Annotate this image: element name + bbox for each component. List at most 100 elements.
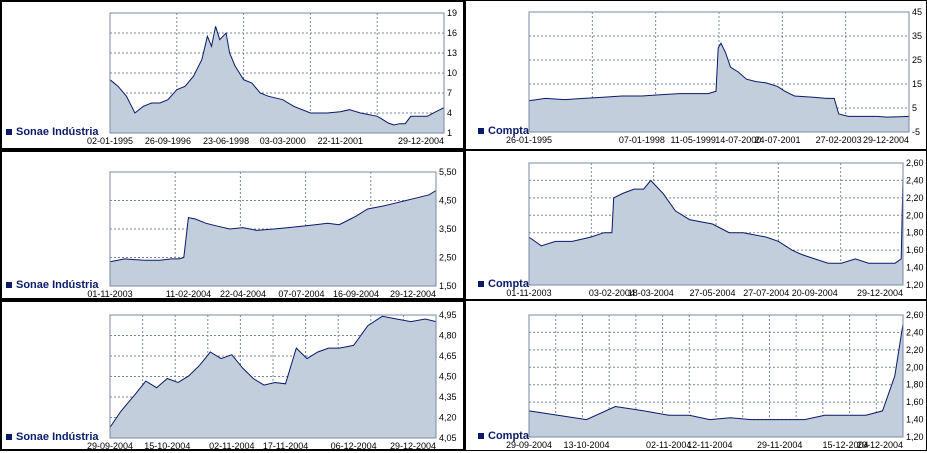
plot-border bbox=[528, 162, 904, 286]
y-tick-label: 4,65 bbox=[439, 351, 457, 361]
plot-border bbox=[109, 171, 437, 287]
y-tick-label: 25 bbox=[912, 55, 922, 65]
series-line bbox=[109, 315, 437, 428]
legend-marker bbox=[6, 434, 12, 440]
chart-panel-compta-1995-2004: 45 35 25 15 5 -5 26-01-1995 07-01-1998 11-05-199… bbox=[465, 0, 927, 150]
x-tick-label: 29-11-2004 bbox=[757, 440, 802, 450]
chart-panel-compta-2003-2004: 2,60 2,40 2,20 2,00 1,80 1,60 1,40 1,20 01-11-20… bbox=[465, 150, 927, 300]
x-tick-label: 02-01-1995 bbox=[87, 136, 133, 146]
x-tick-label: 07-01-1998 bbox=[619, 135, 665, 145]
x-tick-label: 29-12-2004 bbox=[390, 441, 436, 451]
y-tick-label: 1,40 bbox=[906, 263, 924, 273]
legend-label: Sonae Indústria bbox=[16, 126, 99, 138]
series-line bbox=[528, 176, 904, 264]
chart-panel-compta-2004-q4: 2,60 2,40 2,20 2,00 1,80 1,60 1,40 1,20 29-09-20… bbox=[465, 300, 927, 451]
legend: Compta bbox=[478, 430, 529, 442]
series-area bbox=[110, 190, 436, 286]
plot-border bbox=[528, 11, 910, 133]
x-tick-label: 15-10-2004 bbox=[144, 441, 190, 451]
series-area bbox=[529, 43, 909, 133]
y-tick-label: 3,50 bbox=[439, 224, 457, 234]
x-tick-label: 01-11-2003 bbox=[506, 288, 551, 298]
y-tick-label: 45 bbox=[912, 7, 922, 17]
chart-panel-sonae-1995-2004: 19 16 13 10 7 4 1 02-01-1995 26-09-1996 23-06-199… bbox=[0, 0, 465, 150]
legend-label: Sonae Indústria bbox=[16, 279, 99, 291]
x-tick-label: 11-05-1999 bbox=[670, 135, 715, 145]
series-area bbox=[529, 323, 903, 437]
y-tick-label: 2,40 bbox=[906, 327, 924, 337]
x-tick-label: 15-12-2004 bbox=[822, 440, 868, 450]
x-tick-label: 27-05-2004 bbox=[689, 288, 735, 298]
y-tick-label: 4,80 bbox=[439, 331, 457, 341]
x-tick-label: 14-07-2000 bbox=[715, 135, 761, 145]
series-line bbox=[109, 26, 445, 126]
chart-svg: 19 16 13 10 7 4 1 02-01-1995 26-09-1996 23-06-199… bbox=[87, 8, 457, 146]
series-area bbox=[110, 316, 436, 438]
y-tick-label: 13 bbox=[447, 48, 457, 58]
chart-svg: 5,50 4,50 3,50 2,50 1,50 01-11-2003 11-02-2004… bbox=[87, 167, 457, 299]
x-tick-label: 22-11-2001 bbox=[318, 136, 363, 146]
y-tick-label: 1,60 bbox=[906, 245, 924, 255]
x-tick-label: 22-04-2004 bbox=[220, 289, 266, 299]
x-tick-label: 26-09-1996 bbox=[145, 136, 191, 146]
y-tick-label: 4,50 bbox=[439, 196, 457, 206]
y-tick-label: 5,50 bbox=[439, 167, 457, 177]
y-tick-label: 4,20 bbox=[439, 413, 457, 423]
chart-panel-sonae-2003-2004: 5,50 4,50 3,50 2,50 1,50 01-11-2003 11-02-2004… bbox=[0, 150, 465, 300]
legend: Compta bbox=[478, 125, 529, 137]
y-tick-label: 1,60 bbox=[906, 397, 924, 407]
chart-svg: 4,95 4,80 4,65 4,50 4,35 4,20 4,05 29-09-2004 15… bbox=[87, 310, 457, 451]
legend-label: Compta bbox=[488, 125, 529, 137]
x-tick-label: 06-12-2004 bbox=[331, 441, 377, 451]
y-tick-label: 2,00 bbox=[906, 362, 924, 372]
y-tick-label: 4 bbox=[447, 108, 452, 118]
series-area bbox=[110, 26, 444, 133]
legend-marker bbox=[478, 281, 484, 287]
legend-marker bbox=[478, 433, 484, 439]
x-tick-label: 13-10-2004 bbox=[564, 440, 610, 450]
x-tick-label: 29-12-2004 bbox=[390, 289, 436, 299]
x-tick-label: 24-07-2001 bbox=[755, 135, 801, 145]
y-tick-label: 4,95 bbox=[439, 310, 457, 320]
x-tick-label: 29-12-2004 bbox=[863, 135, 909, 145]
y-tick-label: 1,80 bbox=[906, 228, 924, 238]
x-tick-label: 11-02-2004 bbox=[166, 289, 211, 299]
plot-border bbox=[109, 314, 437, 439]
y-tick-label: 5 bbox=[912, 103, 917, 113]
y-tick-label: 2,60 bbox=[906, 310, 924, 320]
x-tick-label: 26-01-1995 bbox=[506, 135, 552, 145]
x-tick-label: 29-12-2004 bbox=[857, 440, 903, 450]
y-tick-label: 2,40 bbox=[906, 175, 924, 185]
x-tick-label: 29-12-2004 bbox=[857, 288, 903, 298]
x-tick-label: 07-07-2004 bbox=[278, 289, 324, 299]
legend-label: Compta bbox=[488, 278, 529, 290]
legend: Compta bbox=[478, 278, 529, 290]
series-line bbox=[109, 190, 437, 263]
y-tick-label: 15 bbox=[912, 79, 922, 89]
chart-svg: 2,60 2,40 2,20 2,00 1,80 1,60 1,40 1,20 01-11-20… bbox=[506, 158, 924, 298]
x-tick-label: 16-09-2004 bbox=[333, 289, 379, 299]
y-tick-label: 16 bbox=[447, 28, 457, 38]
y-tick-label: 1,40 bbox=[906, 415, 924, 425]
chart-svg: 45 35 25 15 5 -5 26-01-1995 07-01-1998 11-05-199… bbox=[506, 7, 922, 145]
plot-border bbox=[528, 314, 904, 438]
series-line bbox=[528, 42, 910, 118]
y-tick-label: 1 bbox=[447, 128, 452, 138]
x-tick-label: 27-07-2004 bbox=[743, 288, 789, 298]
y-tick-label: 2,00 bbox=[906, 210, 924, 220]
series-area bbox=[529, 176, 903, 285]
x-tick-label: 27-02-2003 bbox=[816, 135, 862, 145]
x-tick-label: 02-11-2004 bbox=[209, 441, 254, 451]
y-tick-label: 19 bbox=[447, 8, 457, 18]
y-tick-label: 2,20 bbox=[906, 345, 924, 355]
x-tick-label: 01-11-2003 bbox=[87, 289, 132, 299]
y-tick-label: 1,80 bbox=[906, 380, 924, 390]
y-tick-label: 7 bbox=[447, 88, 452, 98]
legend-label: Sonae Indústria bbox=[16, 431, 99, 443]
y-tick-label: 4,05 bbox=[439, 433, 457, 443]
legend-marker bbox=[6, 129, 12, 135]
y-tick-label: 2,60 bbox=[906, 158, 924, 168]
x-tick-label: 17-11-2004 bbox=[263, 441, 308, 451]
x-tick-label: 29-09-2004 bbox=[506, 440, 552, 450]
